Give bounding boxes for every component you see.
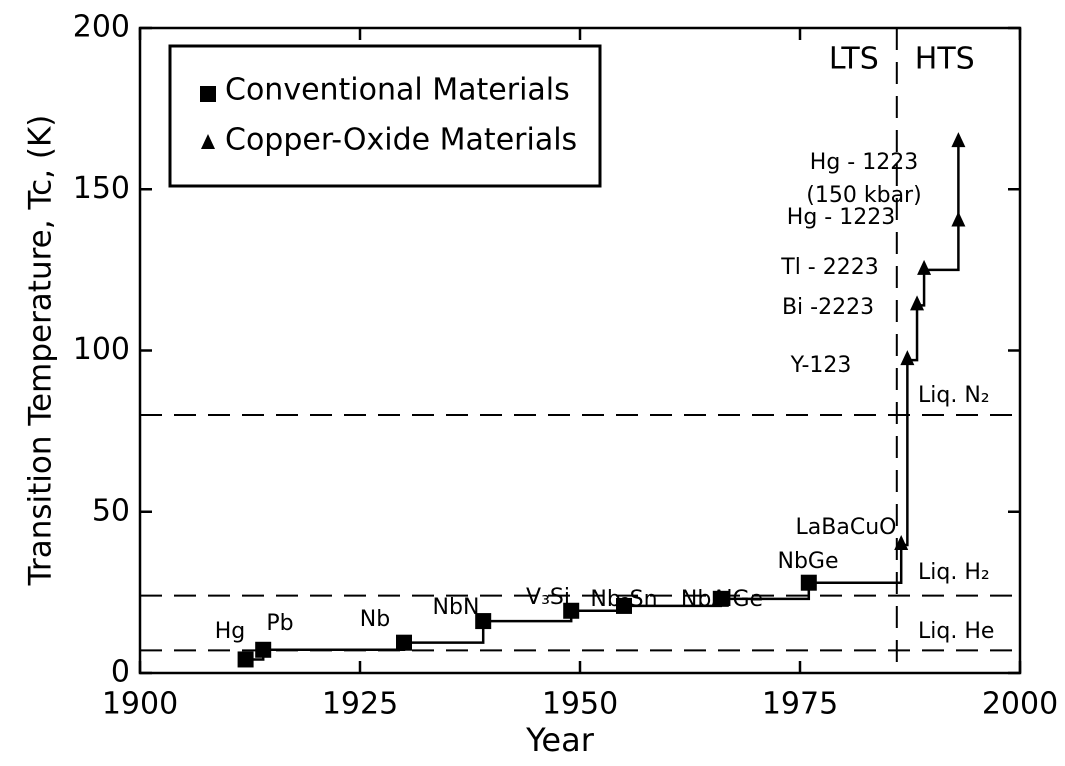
reference-label: Liq. He	[918, 619, 994, 644]
square-marker	[712, 590, 729, 607]
point-label: LaBaCuO	[796, 515, 897, 540]
legend-label: Copper-Oxide Materials	[225, 123, 577, 158]
x-tick-label: 1900	[102, 687, 178, 722]
point-label: Hg	[215, 619, 246, 644]
point-label: NbAlGe	[681, 587, 763, 612]
y-tick-label: 100	[73, 332, 130, 367]
point-label: Tl - 2223	[780, 255, 878, 280]
square-marker	[800, 574, 817, 591]
legend-box	[168, 44, 602, 188]
y-tick-label: 50	[92, 493, 130, 528]
point-label: Y-123	[790, 353, 852, 378]
point-label: Hg - 1223	[810, 150, 918, 175]
triangle-marker	[201, 134, 215, 149]
point-label: Hg - 1223	[787, 205, 895, 230]
square-marker	[237, 651, 254, 668]
y-tick-label: 0	[111, 655, 130, 690]
square-marker	[563, 602, 580, 619]
x-tick-label: 1975	[762, 687, 838, 722]
triangle-marker	[917, 259, 932, 275]
point-label: NbN	[433, 595, 480, 620]
x-tick-label: 1950	[542, 687, 618, 722]
reference-label: Liq. N₂	[918, 383, 990, 408]
y-tick-label: 200	[73, 10, 130, 45]
x-tick-label: 2000	[982, 687, 1058, 722]
square-marker	[475, 613, 492, 630]
x-axis-title: Year	[525, 721, 595, 759]
legend-label: Conventional Materials	[225, 73, 570, 108]
y-tick-label: 150	[73, 171, 130, 206]
divider-left-label: LTS	[829, 42, 879, 77]
point-label: Nb₃Sn	[590, 587, 657, 612]
square-marker	[616, 597, 632, 614]
triangle-marker	[910, 295, 925, 311]
point-label: Bi -2223	[782, 295, 874, 320]
triangle-marker	[951, 211, 966, 227]
y-axis-title: Transition Temperature, Tc, (K)	[23, 115, 59, 587]
triangle-marker	[894, 534, 909, 550]
divider-right-label: HTS	[915, 42, 975, 77]
point-label: Pb	[266, 611, 293, 636]
triangle-marker	[900, 350, 915, 366]
square-marker	[200, 86, 216, 102]
point-label: Nb	[360, 607, 390, 632]
square-marker	[255, 641, 272, 658]
reference-label: Liq. H₂	[918, 560, 990, 585]
point-label: NbGe	[777, 549, 838, 574]
step-connector	[808, 544, 903, 584]
point-label: V₃Si	[526, 585, 570, 610]
point-label: (150 kbar)	[806, 183, 921, 208]
triangle-marker	[951, 132, 966, 148]
x-tick-label: 1925	[322, 687, 398, 722]
square-marker	[396, 634, 412, 651]
